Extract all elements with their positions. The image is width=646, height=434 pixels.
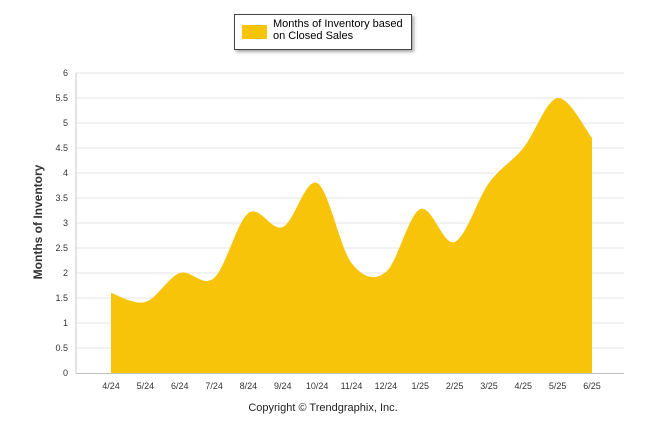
y-tick-label: 2 (63, 268, 68, 278)
y-tick-label: 1 (63, 318, 68, 328)
x-tick-label: 6/25 (583, 381, 601, 391)
data-point-4/25 (521, 146, 525, 150)
data-point-5/25 (556, 96, 560, 100)
x-tick-label: 5/25 (549, 381, 567, 391)
y-tick-label: 1.5 (55, 293, 68, 303)
y-tick-labels: 0 0.5 1 1.5 2 2.5 3 3.5 4 4.5 5 5.5 6 (55, 68, 68, 378)
x-tick-label: 7/24 (205, 381, 223, 391)
x-tick-label: 10/24 (306, 381, 329, 391)
legend-label-line1: Months of Inventory based (273, 18, 403, 30)
axes (75, 73, 624, 374)
x-tick-label: 2/25 (446, 381, 464, 391)
data-point-4/24 (109, 291, 113, 295)
legend-swatch (242, 25, 267, 39)
x-tick-label: 11/24 (341, 381, 363, 391)
y-tick-label: 5 (63, 118, 68, 128)
x-tick-label: 12/24 (375, 381, 398, 391)
data-point-1/25 (418, 207, 422, 211)
y-tick-label: 0.5 (55, 343, 68, 353)
x-tick-label: 8/24 (240, 381, 258, 391)
x-tick-label: 6/24 (171, 381, 189, 391)
legend-label: Months of Inventory based on Closed Sale… (273, 18, 409, 42)
x-tick-label: 9/24 (274, 381, 292, 391)
y-tick-label: 6 (63, 68, 68, 78)
data-point-3/25 (487, 181, 491, 185)
data-point-6/24 (178, 271, 182, 275)
y-tick-label: 4.5 (55, 143, 68, 153)
series-area-fill (111, 97, 593, 374)
data-point-8/24 (246, 211, 250, 215)
y-tick-label: 2.5 (55, 243, 68, 253)
y-tick-label: 4 (63, 168, 68, 178)
data-point-12/24 (384, 270, 388, 274)
legend: Months of Inventory based on Closed Sale… (234, 14, 412, 50)
data-point-5/24 (143, 300, 147, 304)
data-point-10/24 (315, 181, 319, 185)
x-tick-labels: 4/24 5/24 6/24 7/24 8/24 9/24 10/24 11/24 12/24 1… (102, 381, 601, 391)
x-tick-label: 5/24 (137, 381, 155, 391)
x-tick-label: 1/25 (411, 381, 429, 391)
y-tick-label: 0 (63, 368, 68, 378)
legend-label-line2: on Closed Sales (273, 30, 354, 42)
series-area (109, 96, 594, 374)
x-tick-label: 4/25 (515, 381, 533, 391)
x-tick-label: 3/25 (480, 381, 498, 391)
x-tick-label: 4/24 (102, 381, 120, 391)
data-point-6/25 (590, 136, 594, 140)
y-tick-label: 3 (63, 218, 68, 228)
data-point-11/24 (350, 261, 354, 265)
copyright-text: Copyright © Trendgraphix, Inc. (248, 402, 398, 414)
y-tick-label: 5.5 (55, 93, 68, 103)
data-point-2/25 (453, 240, 457, 244)
y-tick-label: 3.5 (55, 193, 68, 203)
data-point-7/24 (212, 276, 216, 280)
data-point-9/24 (281, 225, 285, 229)
